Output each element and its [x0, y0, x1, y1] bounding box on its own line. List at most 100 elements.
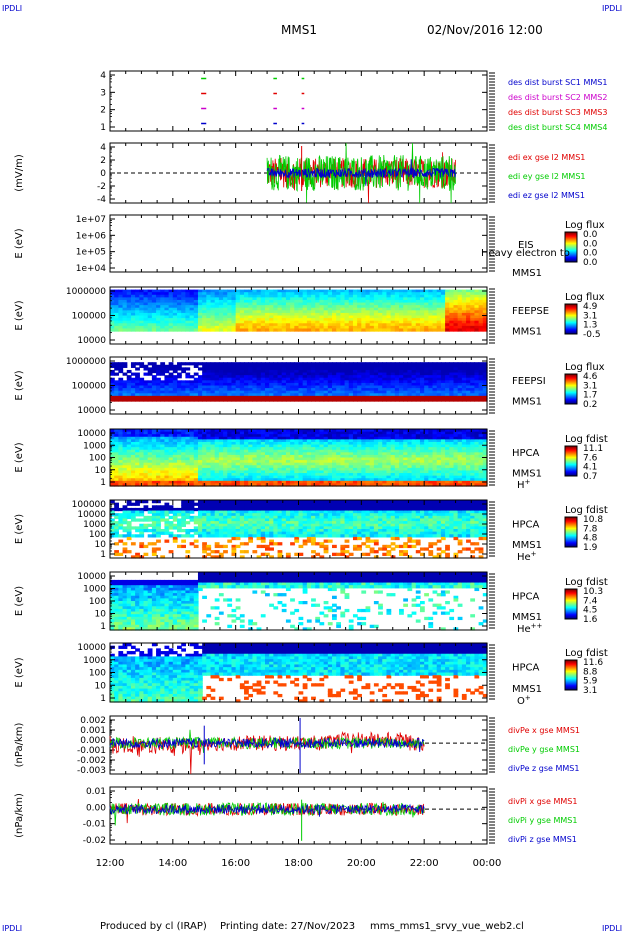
heatmap-cell — [336, 395, 341, 400]
heatmap-cell — [151, 328, 157, 332]
heatmap-cell — [244, 470, 249, 474]
heatmap-cell — [239, 388, 245, 392]
heatmap-cell — [378, 449, 383, 453]
heatmap-cell — [122, 289, 128, 293]
heatmap-cell — [466, 364, 471, 368]
heatmap-cell — [311, 483, 316, 487]
heatmap-cell — [160, 310, 166, 314]
heatmap-cell — [424, 395, 429, 400]
heatmap-cell — [273, 449, 279, 453]
heatmap-cell — [361, 434, 367, 438]
heatmap-cell — [365, 385, 371, 389]
heatmap-cell — [160, 385, 166, 389]
heatmap-cell — [168, 305, 174, 309]
heatmap-cell — [457, 369, 463, 374]
heatmap-cell — [210, 385, 216, 389]
heatmap-cell — [340, 434, 346, 438]
heatmap-cell — [445, 375, 450, 379]
heatmap-cell — [239, 305, 245, 309]
heatmap-cell — [231, 395, 237, 400]
heatmap-cell — [218, 312, 224, 317]
heatmap-cell — [373, 462, 379, 466]
heatmap-cell — [361, 457, 367, 461]
heatmap-cell — [239, 380, 245, 384]
heatmap-cell — [470, 388, 476, 392]
heatmap-cell — [151, 431, 157, 435]
heatmap-cell — [386, 449, 392, 453]
heatmap-cell — [244, 460, 249, 464]
heatmap-cell — [139, 480, 145, 485]
heatmap-cell — [164, 449, 170, 453]
heatmap-cell — [390, 452, 396, 456]
heatmap-cell — [189, 478, 195, 482]
heatmap-cell — [294, 289, 300, 293]
heatmap-cell — [244, 473, 249, 477]
heatmap-cell — [206, 372, 212, 376]
heatmap-cell — [114, 470, 119, 474]
heatmap-cell — [248, 462, 254, 466]
heatmap-cell — [281, 475, 287, 479]
heatmap-cell — [177, 395, 182, 400]
heatmap-cell — [445, 310, 450, 314]
heatmap-cell — [214, 478, 220, 482]
heatmap-cell — [193, 439, 199, 443]
colorbar-cell — [565, 259, 577, 261]
heatmap-cell — [168, 388, 174, 392]
heatmap-cell — [118, 323, 124, 327]
heatmap-cell — [373, 454, 379, 459]
heatmap-cell — [172, 441, 178, 446]
heatmap-cell — [411, 297, 417, 301]
heatmap-cell — [290, 375, 295, 379]
heatmap-cell — [273, 480, 279, 485]
heatmap-cell — [252, 305, 258, 309]
heatmap-cell — [411, 367, 417, 371]
heatmap-cell — [218, 367, 224, 371]
heatmap-cell — [315, 325, 321, 330]
heatmap-cell — [285, 480, 291, 485]
heatmap-cell — [445, 307, 450, 311]
heatmap-cell — [130, 380, 136, 384]
y-tick-label: 100000 — [72, 312, 107, 322]
heatmap-cell — [202, 467, 207, 472]
heatmap-cell — [365, 436, 371, 440]
heatmap-cell — [302, 388, 308, 392]
heatmap-cell — [168, 444, 174, 448]
heatmap-cell — [210, 462, 216, 466]
heatmap-cell — [336, 312, 341, 317]
heatmap-cell — [419, 299, 425, 304]
x-tick-label: 22:00 — [410, 858, 439, 869]
heatmap-cell — [114, 439, 119, 443]
heatmap-cell — [378, 315, 383, 319]
heatmap-cell — [394, 444, 400, 448]
heatmap-cell — [210, 452, 216, 456]
heatmap-cell — [386, 377, 392, 381]
heatmap-cell — [428, 367, 434, 371]
heatmap-cell — [156, 364, 161, 368]
heatmap-cell — [340, 325, 346, 330]
heatmap-cell — [118, 390, 124, 394]
heatmap-cell — [122, 307, 128, 311]
heatmap-cell — [168, 480, 174, 485]
heatmap-cell — [470, 369, 476, 374]
heatmap-cell — [235, 328, 241, 332]
heatmap-cell — [357, 380, 362, 384]
heatmap-cell — [373, 320, 379, 324]
heatmap-cell — [344, 299, 350, 304]
heatmap-cell — [269, 444, 274, 448]
heatmap-cell — [482, 318, 488, 322]
heatmap-cell — [214, 310, 220, 314]
heatmap-cell — [118, 294, 124, 298]
heatmap-cell — [281, 470, 287, 474]
heatmap-cell — [340, 454, 346, 459]
heatmap-cell — [168, 315, 174, 319]
heatmap-cell — [403, 325, 409, 330]
heatmap-cell — [210, 289, 216, 293]
heatmap-cell — [277, 310, 283, 314]
heatmap-cell — [164, 388, 170, 392]
heatmap-cell — [285, 375, 291, 379]
heatmap-cell — [197, 388, 203, 392]
heatmap-cell — [344, 436, 350, 440]
heatmap-cell — [248, 302, 254, 306]
heatmap-cell — [415, 434, 421, 438]
heatmap-cell — [197, 307, 203, 311]
